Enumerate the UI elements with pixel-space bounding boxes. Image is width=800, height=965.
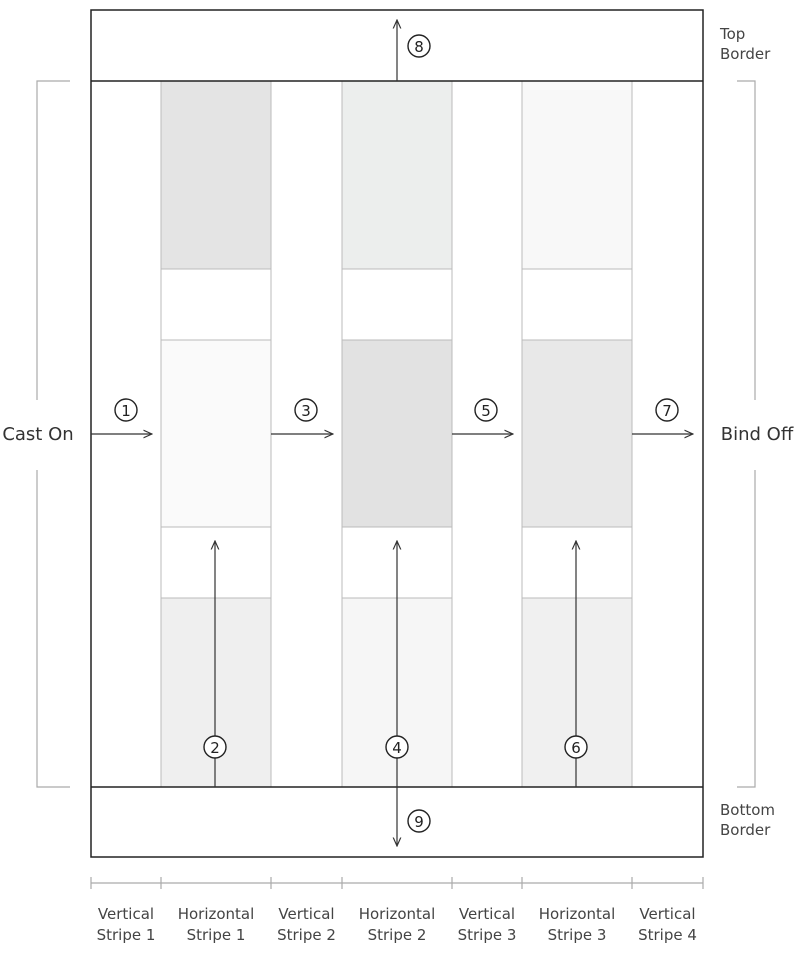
step-number: 8: [414, 38, 424, 56]
step-number: 9: [414, 813, 424, 831]
step-number: 4: [392, 739, 402, 757]
stripe-label: Horizontal Stripe 3: [539, 905, 616, 944]
step-number: 2: [210, 739, 220, 757]
step-number: 7: [662, 402, 672, 420]
stripe-label: Vertical Stripe 3: [458, 905, 517, 944]
stripe-label-line: Stripe 4: [638, 926, 697, 944]
step-circle: [407, 34, 431, 58]
step-number: 1: [121, 402, 131, 420]
stripe-label: Vertical Stripe 1: [97, 905, 156, 944]
stripe-label-line: Stripe 1: [97, 926, 156, 944]
step-circle: [294, 398, 318, 422]
step-circle: [655, 398, 679, 422]
step-circle: [564, 735, 588, 759]
top-border-label: Top Border: [719, 25, 771, 63]
step-circle: [114, 398, 138, 422]
step-circle: [407, 809, 431, 833]
stripe-label-line: Stripe 2: [368, 926, 427, 944]
step-circle: [474, 398, 498, 422]
stripe-label: Vertical Stripe 4: [638, 905, 697, 944]
cast-on-label: Cast On: [2, 424, 73, 445]
stripe-label-line: Stripe 3: [548, 926, 607, 944]
stripe-label-line: Vertical: [459, 905, 515, 923]
stripe-label: Horizontal Stripe 2: [359, 905, 436, 944]
step-number: 5: [481, 402, 491, 420]
brackets: [36, 80, 756, 889]
stripe-label-line: Vertical: [98, 905, 154, 923]
step-circle: [203, 735, 227, 759]
stripe-label-line: Horizontal: [539, 905, 616, 923]
stripe-label-line: Vertical: [278, 905, 334, 923]
step-markers: 1 2 3 4 5 6 7 8 9: [114, 34, 679, 833]
step-circle: [385, 735, 409, 759]
stripe-label-line: Vertical: [639, 905, 695, 923]
stripe-label-line: Stripe 1: [187, 926, 246, 944]
step-number: 6: [571, 739, 581, 757]
stripe-label: Vertical Stripe 2: [277, 905, 336, 944]
stripe-label-line: Stripe 2: [277, 926, 336, 944]
stripe-label: Horizontal Stripe 1: [178, 905, 255, 944]
stripe-label-line: Stripe 3: [458, 926, 517, 944]
stripe-label-line: Horizontal: [359, 905, 436, 923]
step-number: 3: [301, 402, 311, 420]
bind-off-label: Bind Off: [721, 424, 794, 445]
bottom-border-label: Bottom Border: [720, 801, 775, 839]
stripe-label-line: Horizontal: [178, 905, 255, 923]
